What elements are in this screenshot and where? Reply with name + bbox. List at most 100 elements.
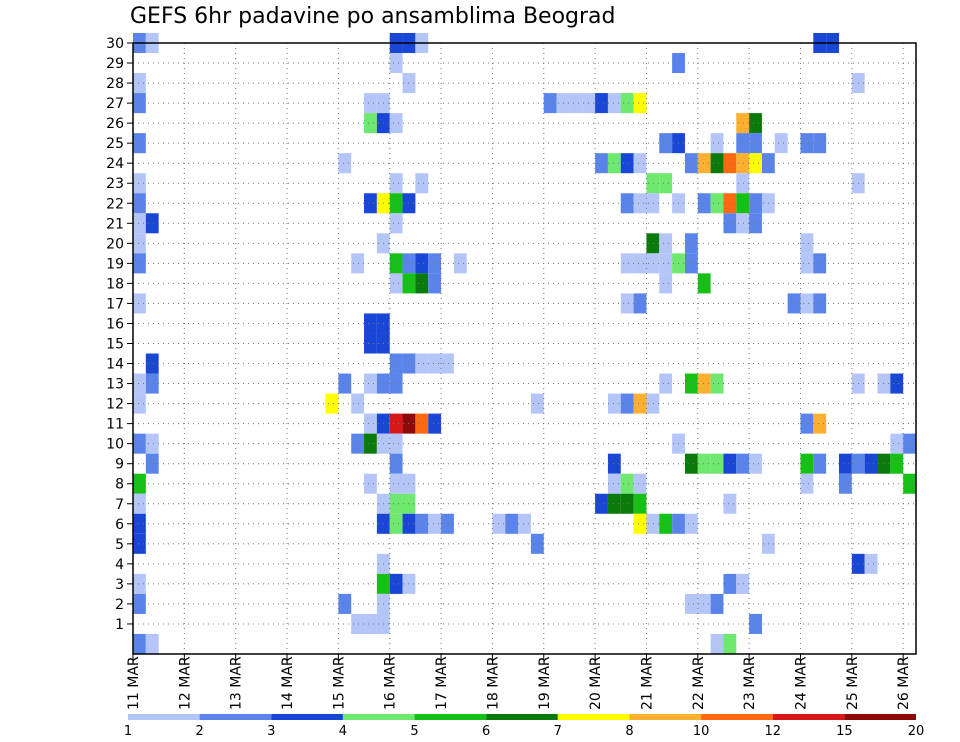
heatmap-cell <box>736 573 750 594</box>
heatmap-cell <box>749 113 762 134</box>
heatmap-cell <box>389 273 403 294</box>
heatmap-cell <box>133 213 146 234</box>
y-tick-label: 11 <box>106 417 124 433</box>
heatmap-cell <box>620 153 634 174</box>
heatmap-cell <box>389 473 403 494</box>
heatmap-cell <box>530 393 544 414</box>
heatmap-cell <box>749 133 762 154</box>
x-tick-label: 11 MAR <box>126 656 142 710</box>
colorbar-segment <box>557 714 630 720</box>
heatmap-cell <box>723 453 737 474</box>
colorbar-segment <box>772 714 845 720</box>
y-tick-label: 8 <box>115 477 124 493</box>
y-tick-label: 7 <box>115 497 124 513</box>
colorbar-label: 12 <box>764 724 781 739</box>
heatmap-cell <box>607 393 621 414</box>
heatmap-cell <box>697 153 711 174</box>
heatmap-cell <box>389 493 403 514</box>
heatmap-cell <box>723 493 737 514</box>
heatmap-cell <box>364 333 377 354</box>
heatmap-cell <box>723 193 737 214</box>
heatmap-cell <box>389 213 403 234</box>
y-tick-label: 28 <box>106 76 124 92</box>
heatmap-cell <box>697 453 711 474</box>
heatmap-cell <box>659 233 673 254</box>
heatmap-cell <box>736 153 750 174</box>
heatmap-cell <box>145 453 159 474</box>
colorbar-label: 10 <box>693 724 710 739</box>
heatmap-cell <box>800 453 814 474</box>
heatmap-cell <box>133 573 146 594</box>
colorbar-label: 6 <box>482 724 490 739</box>
heatmap-cell <box>607 473 621 494</box>
plot-frame <box>132 42 917 655</box>
heatmap-cell <box>133 633 146 654</box>
heatmap-cell <box>595 493 608 514</box>
heatmap-cell <box>389 113 403 134</box>
heatmap-cell <box>710 133 724 154</box>
heatmap-cell <box>710 153 724 174</box>
heatmap-cell <box>684 233 698 254</box>
heatmap-cell <box>697 373 711 394</box>
y-tick-label: 22 <box>106 196 124 212</box>
heatmap-cell <box>364 193 377 214</box>
colorbar-label: 20 <box>908 724 925 739</box>
heatmap-cell <box>903 473 916 494</box>
heatmap-cell <box>800 233 814 254</box>
y-tick-label: 2 <box>115 597 124 613</box>
x-tick-label: 25 MAR <box>845 656 861 710</box>
heatmap-cell <box>723 213 737 234</box>
heatmap-cell <box>697 593 711 614</box>
heatmap-cell <box>620 193 634 214</box>
heatmap-cell <box>890 433 904 454</box>
y-tick-label: 16 <box>106 316 124 332</box>
heatmap-cell <box>659 513 673 534</box>
heatmap-cell <box>800 133 814 154</box>
heatmap-cell <box>620 253 634 274</box>
heatmap-cell <box>633 153 647 174</box>
heatmap-cell <box>813 133 827 154</box>
heatmap-cell <box>389 173 403 194</box>
heatmap-cell <box>813 253 827 274</box>
heatmap-cell <box>133 373 146 394</box>
colorbar-label: 1 <box>124 724 132 739</box>
heatmap-cell <box>838 473 852 494</box>
x-tick-label: 15 MAR <box>331 656 347 710</box>
heatmap-cell <box>364 413 377 434</box>
y-tick-label: 10 <box>106 437 124 453</box>
x-tick-label: 17 MAR <box>434 656 450 710</box>
heatmap-cell <box>145 213 159 234</box>
heatmap-cell <box>736 193 750 214</box>
heatmap-cell <box>338 373 352 394</box>
y-tick-label: 24 <box>106 156 124 172</box>
heatmap-cell <box>133 493 146 514</box>
heatmap-cell <box>428 253 442 274</box>
heatmap-cell <box>145 633 159 654</box>
heatmap-cell <box>338 153 352 174</box>
heatmap-cell <box>633 393 647 414</box>
heatmap-cell <box>864 453 878 474</box>
heatmap-cell <box>697 193 711 214</box>
x-tick-label: 23 MAR <box>742 656 758 710</box>
colorbar-segment <box>199 714 272 720</box>
heatmap-cell <box>749 213 762 234</box>
y-tick-label: 4 <box>115 557 124 573</box>
heatmap-cell <box>864 553 878 574</box>
heatmap-cell <box>736 453 750 474</box>
heatmap-cell <box>389 373 403 394</box>
heatmap-cell <box>723 633 737 654</box>
heatmap-cell <box>646 513 660 534</box>
y-tick-label: 20 <box>106 236 124 252</box>
y-tick-label: 27 <box>106 96 124 112</box>
heatmap-cell <box>415 353 429 374</box>
heatmap-cell <box>133 133 146 154</box>
heatmap-cell <box>428 513 442 534</box>
heatmap-cell <box>133 393 146 414</box>
heatmap-cell <box>607 93 621 114</box>
colorbar-segment <box>414 714 487 720</box>
heatmap-cell <box>633 93 647 114</box>
heatmap-cell <box>364 93 377 114</box>
heatmap-cell <box>633 253 647 274</box>
heatmap-cell <box>364 613 377 634</box>
heatmap-cell <box>389 453 403 474</box>
